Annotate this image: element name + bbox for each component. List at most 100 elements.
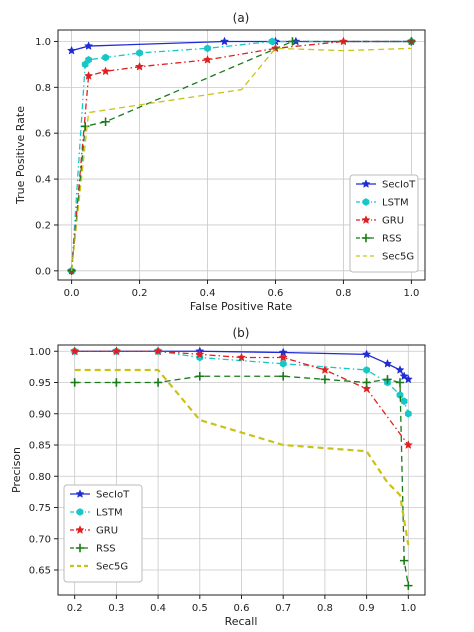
legend-marker — [361, 179, 371, 188]
x-tick-label: 0.3 — [108, 603, 124, 614]
x-tick-label: 0.6 — [234, 603, 250, 614]
series-gru — [70, 346, 413, 449]
series-line-sec5g — [70, 47, 412, 271]
legend-entry-lstm: LSTM — [70, 508, 123, 519]
data-point-gru — [100, 66, 111, 76]
x-tick-label: 0.5 — [192, 603, 208, 614]
legend-entry-sec5g: Sec5G — [356, 252, 414, 263]
data-point-seciot — [361, 349, 372, 359]
pr-legend-box — [63, 484, 143, 583]
series-line-sec5g — [74, 368, 410, 546]
data-point-seciot — [395, 365, 405, 374]
y-tick-label: 0.90 — [29, 409, 51, 420]
roc-grid — [58, 30, 425, 280]
series-line-seciot — [71, 40, 412, 52]
data-point-rss — [407, 37, 416, 46]
roc-plot-frame — [57, 29, 426, 281]
x-tick-label: 0.0 — [64, 288, 80, 299]
data-point-gru — [278, 352, 288, 362]
legend-label: Sec5G — [382, 252, 414, 263]
legend-label: LSTM — [96, 508, 123, 519]
x-tick-label: 1.0 — [400, 603, 416, 614]
y-tick-label: 0.0 — [35, 266, 51, 277]
legend-label: GRU — [382, 216, 404, 227]
y-tick-label: 0.4 — [35, 175, 51, 186]
legend-label: SecIoT — [96, 490, 130, 501]
panel-b-title: (b) — [233, 326, 250, 340]
legend-entry-gru: GRU — [356, 215, 404, 227]
roc-legend-entries: SecIoT LSTM GRU RSS Sec5G — [356, 179, 416, 263]
data-point-lstm — [268, 37, 276, 46]
data-point-lstm — [363, 366, 370, 374]
roc-legend: SecIoT LSTM GRU RSS Sec5G — [349, 174, 419, 273]
roc-series-group — [66, 36, 417, 276]
legend-label: RSS — [382, 234, 402, 245]
data-point-rss — [383, 375, 392, 384]
y-tick-label: 0.65 — [29, 566, 51, 577]
x-tick-label: 0.8 — [335, 288, 351, 299]
data-point-lstm — [400, 397, 408, 406]
legend-entry-seciot: SecIoT — [356, 179, 416, 191]
pr-chart-panel: (b) 0.2 0.3 0.4 0.5 0.6 0.7 0.8 0.9 1.0 0.65 0.70… — [10, 326, 426, 628]
data-point-lstm — [204, 44, 211, 53]
legend-entry-rss: RSS — [356, 234, 402, 245]
data-point-lstm — [136, 49, 143, 57]
x-tick-label: 0.2 — [67, 603, 83, 614]
legend-label: SecIoT — [382, 180, 416, 191]
x-tick-label: 0.6 — [268, 288, 284, 299]
data-point-rss — [320, 375, 330, 384]
roc-x-axis-label: False Positive Rate — [190, 300, 292, 313]
legend-label: GRU — [96, 526, 118, 537]
y-tick-label: 0.70 — [29, 534, 51, 545]
data-point-gru — [111, 346, 122, 356]
series-rss — [70, 372, 413, 590]
legend-entry-gru: GRU — [70, 525, 118, 537]
pr-x-axis-label: Recall — [225, 615, 258, 628]
data-point-gru — [403, 440, 413, 449]
y-tick-label: 0.8 — [35, 83, 51, 94]
legend-entry-seciot: SecIoT — [70, 489, 130, 501]
legend-label: Sec5G — [96, 562, 128, 573]
y-tick-label: 1.0 — [35, 37, 51, 48]
x-tick-label: 0.9 — [359, 603, 375, 614]
x-tick-label: 0.2 — [132, 288, 148, 299]
x-tick-label: 1.0 — [403, 288, 419, 299]
data-point-lstm — [404, 409, 412, 418]
legend-marker — [361, 215, 371, 224]
series-line-lstm — [74, 350, 409, 414]
y-tick-label: 1.00 — [29, 347, 51, 358]
x-tick-label: 0.8 — [317, 603, 333, 614]
legend-marker — [361, 233, 371, 243]
pr-y-axis-label: Precison — [10, 447, 23, 493]
data-point-rss — [395, 378, 405, 387]
data-point-rss — [112, 378, 121, 387]
legend-entry-sec5g: Sec5G — [70, 562, 128, 573]
data-point-gru — [153, 346, 163, 356]
data-point-seciot — [403, 374, 413, 384]
legend-marker — [75, 543, 85, 553]
data-point-gru — [134, 61, 145, 71]
data-point-gru — [361, 383, 372, 393]
legend-entry-rss: RSS — [70, 544, 116, 555]
data-point-seciot — [219, 36, 230, 46]
data-point-rss — [399, 556, 409, 565]
panel-a-title: (a) — [233, 11, 250, 25]
data-point-rss — [279, 372, 288, 381]
pr-legend-entries: SecIoT LSTM GRU RSS Sec5G — [70, 489, 130, 573]
data-point-gru — [236, 352, 247, 362]
pr-x-ticks: 0.2 0.3 0.4 0.5 0.6 0.7 0.8 0.9 1.0 — [67, 595, 416, 614]
data-point-gru — [195, 349, 205, 359]
x-tick-label: 0.4 — [200, 288, 216, 299]
data-point-seciot — [382, 358, 393, 368]
data-point-gru — [70, 346, 80, 356]
roc-y-axis-label: True Positive Rate — [14, 106, 27, 205]
y-tick-label: 0.75 — [29, 503, 51, 514]
data-point-rss — [404, 581, 413, 590]
data-point-rss — [362, 378, 371, 387]
legend-marker — [75, 525, 85, 534]
data-point-gru — [83, 71, 94, 80]
roc-y-ticks: 0.0 0.2 0.4 0.6 0.8 1.0 — [35, 37, 58, 277]
data-point-rss — [80, 122, 90, 131]
legend-marker — [362, 198, 370, 206]
